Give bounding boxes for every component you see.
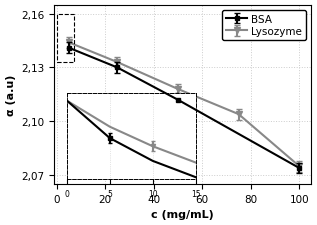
X-axis label: c (mg/mL): c (mg/mL) [152,209,214,219]
Bar [56,14,74,63]
Y-axis label: α (a.u): α (a.u) [6,74,16,115]
Legend: BSA, Lysozyme: BSA, Lysozyme [222,11,306,41]
